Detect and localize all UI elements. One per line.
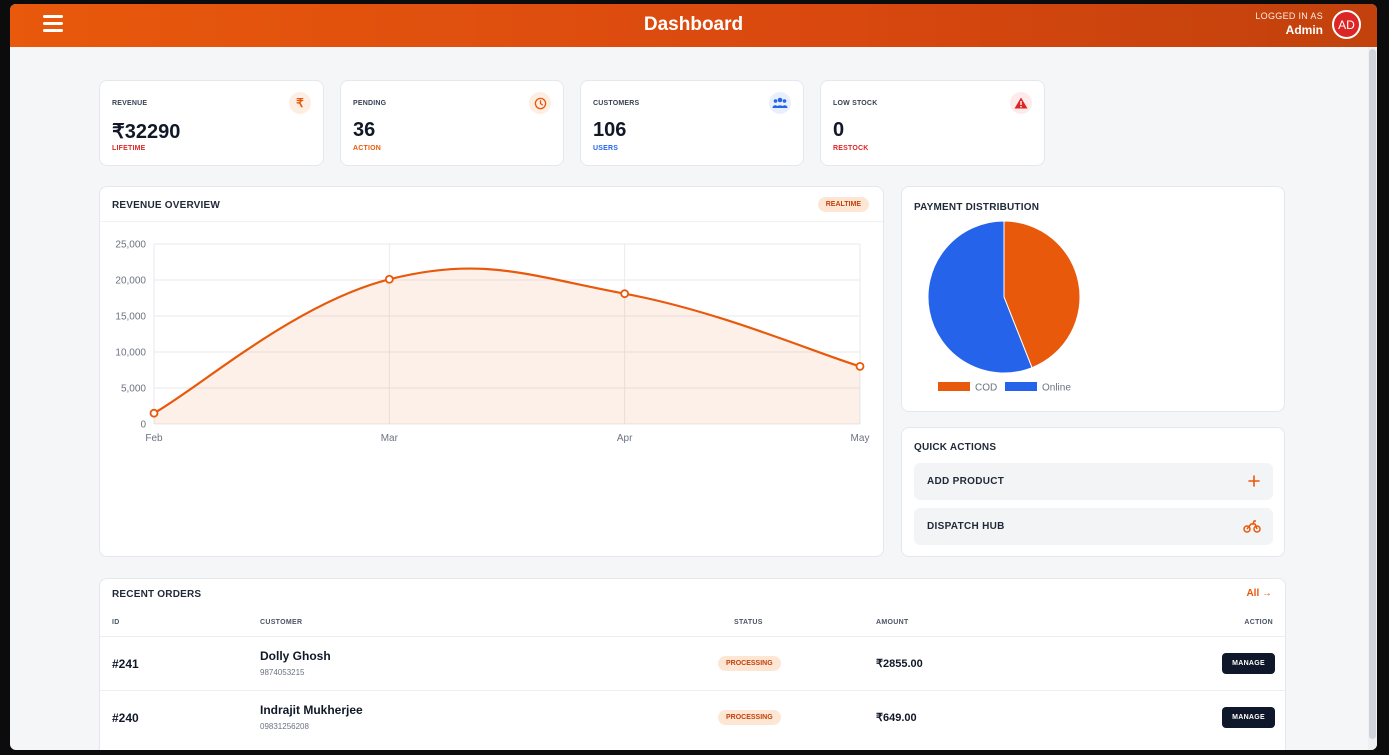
stat-value: 36 [353, 119, 376, 141]
revenue-overview-card: REVENUE OVERVIEW REALTIME 25,000 20,000 15… [99, 186, 884, 557]
stat-label: REVENUE [112, 100, 148, 107]
x-tick-label: May [851, 433, 870, 444]
recent-orders-card: RECENT ORDERS All → ID CUSTOMER STATUS A… [99, 578, 1286, 750]
users-icon [769, 92, 791, 114]
avatar[interactable]: AD [1332, 10, 1361, 39]
data-point[interactable] [149, 408, 159, 418]
motorbike-icon [1243, 517, 1261, 538]
order-id: #241 [112, 657, 139, 671]
y-tick-label: 5,000 [121, 384, 146, 395]
stat-value: ₹32290 [112, 121, 181, 143]
view-all-link[interactable]: All → [1246, 588, 1272, 599]
pie-slice-online[interactable] [927, 220, 1033, 374]
customer-phone: 09831256208 [260, 722, 309, 731]
y-tick-label: 25,000 [115, 240, 146, 251]
stat-label: LOW STOCK [833, 100, 878, 107]
dispatch-hub-button[interactable]: DISPATCH HUB [914, 508, 1273, 545]
stat-card-revenue: REVENUE ₹32290 LIFETIME ₹ [99, 80, 324, 166]
table-row: #240 Indrajit Mukherjee 09831256208 PROC… [100, 690, 1286, 744]
card-divider [100, 221, 883, 222]
stat-card-low-stock: LOW STOCK 0 RESTOCK [820, 80, 1045, 166]
quick-actions-title: QUICK ACTIONS [914, 442, 997, 453]
column-header-customer: CUSTOMER [260, 619, 303, 626]
realtime-badge: REALTIME [817, 197, 869, 212]
dispatch-hub-label: DISPATCH HUB [927, 521, 1005, 532]
status-badge: PROCESSING [718, 656, 781, 671]
logged-in-label: LOGGED IN AS [1255, 11, 1323, 21]
customer-name: Indrajit Mukherjee [260, 703, 363, 717]
rupee-icon: ₹ [289, 92, 311, 114]
logged-in-info: LOGGED IN AS Admin [1255, 11, 1323, 37]
y-tick-label: 0 [140, 420, 146, 431]
legend-label: Online [1042, 383, 1071, 394]
stat-card-pending: PENDING 36 ACTION [340, 80, 564, 166]
area-fill [154, 268, 860, 424]
app-window: Dashboard LOGGED IN AS Admin AD REVENUE … [10, 4, 1377, 750]
stat-sub: LIFETIME [112, 145, 146, 152]
stat-value: 0 [833, 119, 845, 141]
plus-icon [1247, 472, 1261, 493]
data-point[interactable] [384, 274, 394, 284]
top-header: Dashboard LOGGED IN AS Admin AD [10, 4, 1377, 47]
stat-sub: RESTOCK [833, 145, 869, 152]
page-title: Dashboard [643, 14, 744, 35]
payment-distribution-card: PAYMENT DISTRIBUTION COD Online [901, 186, 1285, 412]
pie-slice-cod[interactable] [1003, 220, 1081, 369]
stat-card-customers: CUSTOMERS 106 USERS [580, 80, 804, 166]
legend-label: COD [975, 383, 997, 394]
revenue-line-chart: 25,000 20,000 15,000 10,000 5,000 0 Feb Mar Apr M… [115, 240, 870, 445]
y-tick-label: 20,000 [115, 276, 146, 287]
y-tick-label: 10,000 [115, 348, 146, 359]
customer-name: Dolly Ghosh [260, 649, 331, 663]
status-badge: PROCESSING [718, 710, 781, 725]
manage-button[interactable]: MANAGE [1222, 707, 1275, 728]
add-product-label: ADD PRODUCT [927, 476, 1005, 487]
table-row: #241 Dolly Ghosh 9874053215 PROCESSING ₹… [100, 636, 1286, 690]
warning-icon [1010, 92, 1032, 114]
scrollbar-thumb[interactable] [1369, 49, 1376, 739]
column-header-id: ID [112, 619, 120, 626]
order-id: #240 [112, 711, 139, 725]
data-point[interactable] [855, 361, 865, 371]
stat-sub: USERS [593, 145, 619, 152]
column-header-amount: AMOUNT [876, 619, 909, 626]
revenue-series-line [153, 267, 861, 415]
column-header-action: ACTION [1244, 619, 1273, 626]
x-tick-label: Mar [381, 433, 399, 444]
payment-distribution-title: PAYMENT DISTRIBUTION [914, 202, 1040, 213]
legend-swatch [938, 382, 970, 391]
manage-button[interactable]: MANAGE [1222, 653, 1275, 674]
stat-sub: ACTION [353, 145, 382, 152]
customer-phone: 9874053215 [260, 668, 305, 677]
page-scrollbar[interactable] [1368, 47, 1377, 750]
legend-swatch [1005, 382, 1037, 391]
order-amount: ₹649.00 [876, 712, 917, 724]
user-name: Admin [1285, 23, 1323, 37]
x-tick-label: Feb [145, 433, 163, 444]
stat-label: CUSTOMERS [593, 100, 640, 107]
revenue-overview-title: REVENUE OVERVIEW [112, 200, 221, 211]
rupee-glyph: ₹ [296, 96, 304, 110]
hamburger-menu-icon[interactable] [43, 15, 63, 33]
stat-label: PENDING [353, 100, 387, 107]
payment-pie-chart: COD Online [927, 220, 1081, 394]
column-header-status: STATUS [734, 619, 763, 626]
quick-actions-card: QUICK ACTIONS ADD PRODUCT DISPATCH HUB [901, 427, 1285, 557]
y-tick-label: 15,000 [115, 312, 146, 323]
clock-icon [529, 92, 551, 114]
order-amount: ₹2855.00 [876, 658, 923, 670]
x-tick-label: Apr [617, 433, 633, 444]
add-product-button[interactable]: ADD PRODUCT [914, 463, 1273, 500]
recent-orders-title: RECENT ORDERS [112, 589, 202, 600]
stat-value: 106 [593, 119, 627, 141]
data-point[interactable] [620, 289, 630, 299]
